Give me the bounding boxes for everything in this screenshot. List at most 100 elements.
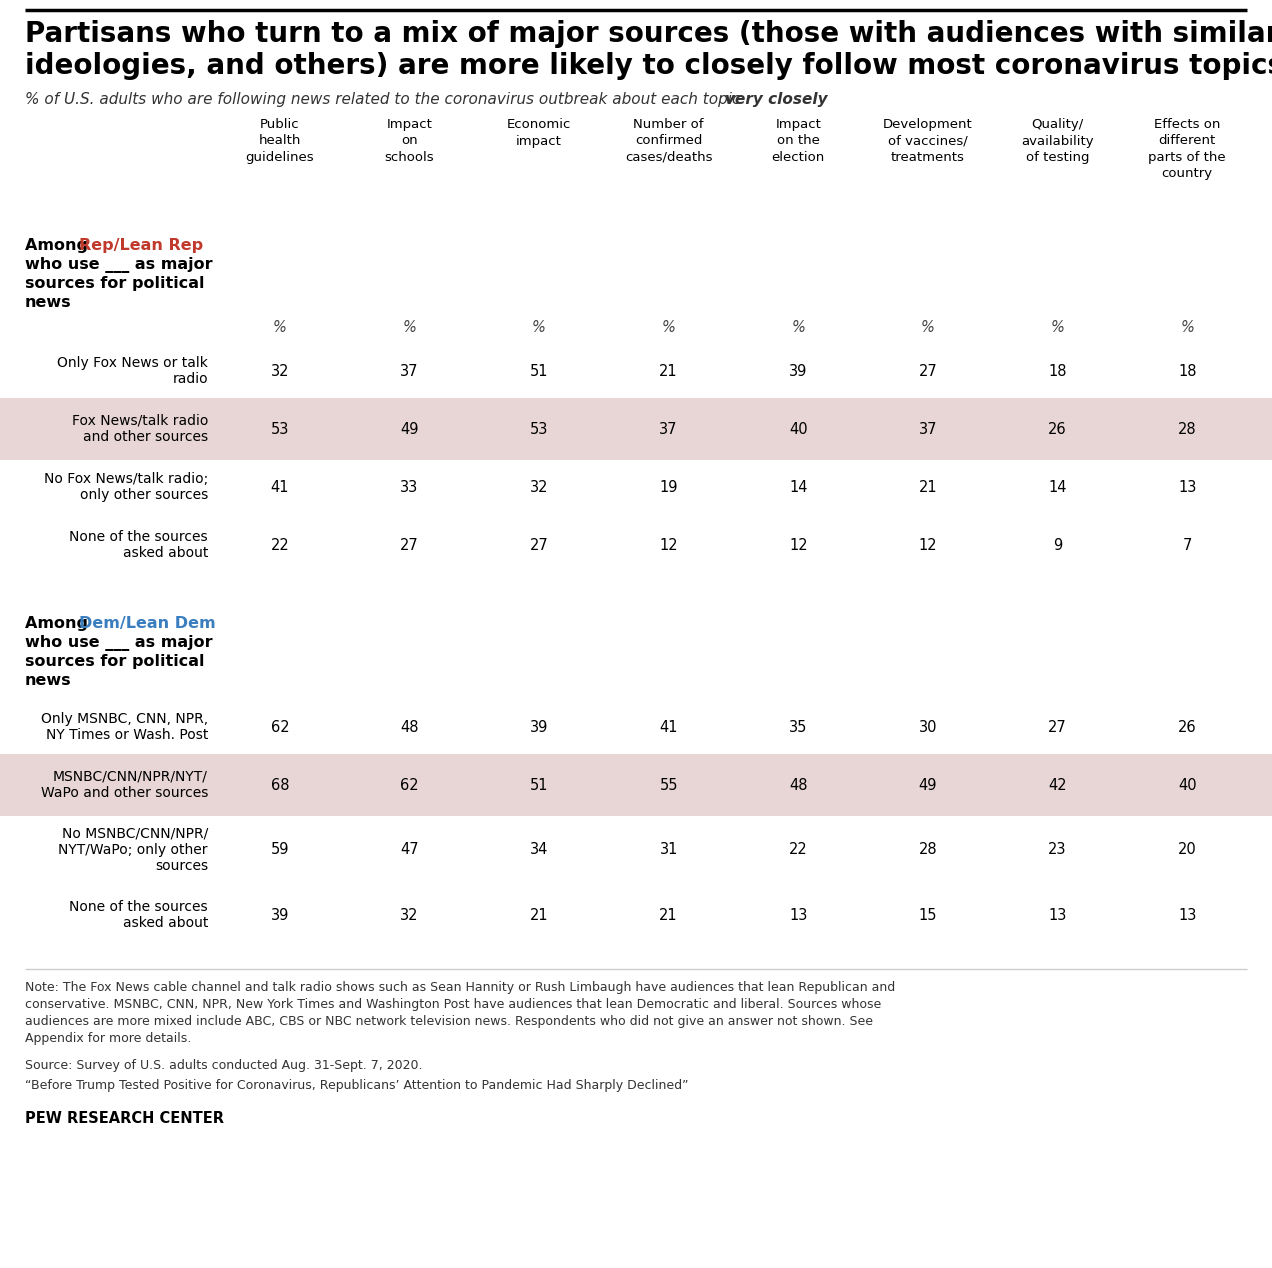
Text: Among: Among <box>25 616 94 631</box>
Text: Source: Survey of U.S. adults conducted Aug. 31-Sept. 7, 2020.: Source: Survey of U.S. adults conducted … <box>25 1059 422 1071</box>
Text: Dem/Lean Dem: Dem/Lean Dem <box>79 616 216 631</box>
Text: MSNBC/CNN/NPR/NYT/
WaPo and other sources: MSNBC/CNN/NPR/NYT/ WaPo and other source… <box>41 770 209 800</box>
Text: 20: 20 <box>1178 842 1197 857</box>
Text: 22: 22 <box>271 538 289 553</box>
Text: Fox News/talk radio
and other sources: Fox News/talk radio and other sources <box>71 413 209 444</box>
Text: 32: 32 <box>401 908 418 923</box>
Text: Impact
on the
election: Impact on the election <box>772 118 826 164</box>
Text: 49: 49 <box>918 777 937 792</box>
Text: Only MSNBC, CNN, NPR,
NY Times or Wash. Post: Only MSNBC, CNN, NPR, NY Times or Wash. … <box>41 711 209 742</box>
Text: 32: 32 <box>271 364 289 379</box>
Text: 27: 27 <box>1048 719 1067 734</box>
Text: 13: 13 <box>789 908 808 923</box>
Bar <box>0 398 1272 460</box>
Text: Economic
impact: Economic impact <box>506 118 571 147</box>
Text: 14: 14 <box>789 479 808 495</box>
Text: 40: 40 <box>789 421 808 436</box>
Text: 41: 41 <box>659 719 678 734</box>
Text: None of the sources
asked about: None of the sources asked about <box>70 530 209 560</box>
Text: Impact
on
schools: Impact on schools <box>384 118 434 164</box>
Text: 68: 68 <box>271 777 289 792</box>
Text: 18: 18 <box>1178 364 1197 379</box>
Text: 39: 39 <box>530 719 548 734</box>
Text: 31: 31 <box>659 842 678 857</box>
Text: 40: 40 <box>1178 777 1197 792</box>
Text: Partisans who turn to a mix of major sources (those with audiences with similar: Partisans who turn to a mix of major sou… <box>25 20 1272 48</box>
Text: No MSNBC/CNN/NPR/
NYT/WaPo; only other
sources: No MSNBC/CNN/NPR/ NYT/WaPo; only other s… <box>59 827 209 874</box>
Text: 9: 9 <box>1053 538 1062 553</box>
Text: %: % <box>661 320 675 335</box>
Text: 14: 14 <box>1048 479 1067 495</box>
Text: Note: The Fox News cable channel and talk radio shows such as Sean Hannity or Ru: Note: The Fox News cable channel and tal… <box>25 981 895 1045</box>
Text: 51: 51 <box>530 777 548 792</box>
Text: very closely: very closely <box>725 93 828 107</box>
Text: 13: 13 <box>1178 479 1197 495</box>
Text: 21: 21 <box>529 908 548 923</box>
Text: 34: 34 <box>530 842 548 857</box>
Text: 37: 37 <box>401 364 418 379</box>
Text: Public
health
guidelines: Public health guidelines <box>245 118 314 164</box>
Text: 51: 51 <box>530 364 548 379</box>
Text: %: % <box>1051 320 1065 335</box>
Text: %: % <box>921 320 935 335</box>
Text: 21: 21 <box>918 479 937 495</box>
Text: 13: 13 <box>1178 908 1197 923</box>
Text: 28: 28 <box>918 842 937 857</box>
Text: 12: 12 <box>789 538 808 553</box>
Text: 48: 48 <box>401 719 418 734</box>
Text: 30: 30 <box>918 719 937 734</box>
Text: news: news <box>25 295 71 309</box>
Text: 26: 26 <box>1178 719 1197 734</box>
Text: sources for political: sources for political <box>25 276 205 290</box>
Text: Rep/Lean Rep: Rep/Lean Rep <box>79 238 204 254</box>
Text: 37: 37 <box>918 421 937 436</box>
Text: 41: 41 <box>271 479 289 495</box>
Text: PEW RESEARCH CENTER: PEW RESEARCH CENTER <box>25 1111 224 1126</box>
Text: 47: 47 <box>401 842 418 857</box>
Text: 32: 32 <box>530 479 548 495</box>
Text: who use ___ as major: who use ___ as major <box>25 257 212 273</box>
Text: 48: 48 <box>789 777 808 792</box>
Text: No Fox News/talk radio;
only other sources: No Fox News/talk radio; only other sourc… <box>43 472 209 502</box>
Text: 53: 53 <box>271 421 289 436</box>
Text: 62: 62 <box>271 719 289 734</box>
Text: Quality/
availability
of testing: Quality/ availability of testing <box>1021 118 1094 164</box>
Text: ideologies, and others) are more likely to closely follow most coronavirus topic: ideologies, and others) are more likely … <box>25 52 1272 80</box>
Text: 26: 26 <box>1048 421 1067 436</box>
Text: Development
of vaccines/
treatments: Development of vaccines/ treatments <box>883 118 973 164</box>
Text: 13: 13 <box>1048 908 1067 923</box>
Text: %: % <box>273 320 286 335</box>
Bar <box>0 754 1272 817</box>
Text: news: news <box>25 673 71 689</box>
Text: Number of
confirmed
cases/deaths: Number of confirmed cases/deaths <box>625 118 712 164</box>
Text: “Before Trump Tested Positive for Coronavirus, Republicans’ Attention to Pandemi: “Before Trump Tested Positive for Corona… <box>25 1079 688 1092</box>
Text: 59: 59 <box>271 842 289 857</box>
Text: sources for political: sources for political <box>25 654 205 670</box>
Text: 15: 15 <box>918 908 937 923</box>
Text: 55: 55 <box>659 777 678 792</box>
Text: 49: 49 <box>401 421 418 436</box>
Text: Among: Among <box>25 238 94 254</box>
Text: 12: 12 <box>659 538 678 553</box>
Text: 22: 22 <box>789 842 808 857</box>
Text: 7: 7 <box>1183 538 1192 553</box>
Text: 27: 27 <box>401 538 418 553</box>
Text: 27: 27 <box>918 364 937 379</box>
Text: % of U.S. adults who are following news related to the coronavirus outbreak abou: % of U.S. adults who are following news … <box>25 93 745 107</box>
Text: %: % <box>791 320 805 335</box>
Text: None of the sources
asked about: None of the sources asked about <box>70 900 209 931</box>
Text: %: % <box>402 320 416 335</box>
Text: 21: 21 <box>659 908 678 923</box>
Text: %: % <box>1180 320 1194 335</box>
Text: 12: 12 <box>918 538 937 553</box>
Text: 53: 53 <box>530 421 548 436</box>
Text: 62: 62 <box>401 777 418 792</box>
Text: 35: 35 <box>789 719 808 734</box>
Text: 42: 42 <box>1048 777 1067 792</box>
Text: %: % <box>532 320 546 335</box>
Text: 37: 37 <box>659 421 678 436</box>
Text: 33: 33 <box>401 479 418 495</box>
Text: Only Fox News or talk
radio: Only Fox News or talk radio <box>57 356 209 385</box>
Text: who use ___ as major: who use ___ as major <box>25 635 212 650</box>
Text: 23: 23 <box>1048 842 1067 857</box>
